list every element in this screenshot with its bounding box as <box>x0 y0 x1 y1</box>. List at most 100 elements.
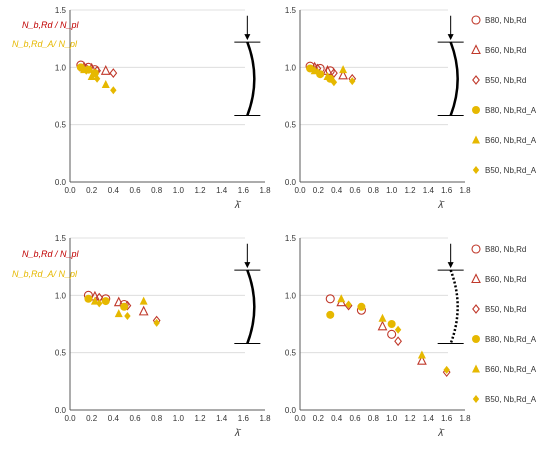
column-icon <box>234 15 261 116</box>
data-point <box>153 318 160 327</box>
x-tick-label: 1.0 <box>173 414 185 423</box>
x-tick-label: 0.8 <box>368 414 380 423</box>
legend-marker <box>471 44 481 55</box>
data-point <box>96 299 103 308</box>
x-tick-label: 1.0 <box>386 186 398 195</box>
x-tick-label: 0.0 <box>294 186 306 195</box>
data-point <box>101 80 110 89</box>
data-point <box>417 354 427 365</box>
x-tick-label: 1.8 <box>259 186 271 195</box>
data-point <box>138 305 149 316</box>
data-point <box>124 311 131 320</box>
legend-label: B80, Nb,Rd <box>485 245 526 254</box>
legend-label: B50, Nb,Rd_A <box>485 166 537 175</box>
x-axis-label: λ̄ <box>234 428 242 439</box>
data-point <box>349 77 356 86</box>
panel-top-right: 0.0 0.5 1.0 1.5 0.0 0.2 0.4 0.6 0.8 1.0 1.2 1.4 1.6 1… <box>285 6 471 211</box>
data-point <box>109 68 118 78</box>
ylabel-bottom-red: N_b,Rd / N_pl <box>22 249 80 259</box>
legend-marker <box>471 15 481 25</box>
x-tick-label: 1.2 <box>404 186 416 195</box>
legend-label: B60, Nb,Rd_A <box>485 365 537 374</box>
y-tick-label: 0.5 <box>285 349 297 358</box>
x-tick-label: 0.8 <box>151 414 163 423</box>
data-point <box>100 65 111 75</box>
legend: B80, Nb,Rd B60, Nb,Rd B50, Nb,Rd B80, Nb,Rd… <box>471 15 537 404</box>
x-tick-label: 1.0 <box>173 186 185 195</box>
legend-marker <box>472 304 480 314</box>
y-tick-label: 0.0 <box>285 178 297 187</box>
data-point <box>417 350 426 359</box>
legend-label: B50, Nb,Rd_A <box>485 395 537 404</box>
legend-marker <box>472 395 480 403</box>
column-icon <box>437 15 464 116</box>
x-tick-label: 0.6 <box>129 186 141 195</box>
buckled-column <box>246 41 256 116</box>
x-axis-label: λ̄ <box>437 428 445 439</box>
load-arrowhead <box>244 262 251 269</box>
y-axis-labels: N_b,Rd / N_pl N_b,Rd_A/ N_pl N_b,Rd / N_… <box>12 20 80 279</box>
y-tick-label: 0.0 <box>285 406 297 415</box>
legend-marker <box>472 75 480 85</box>
legend-marker <box>472 166 480 174</box>
y-tick-label: 0.5 <box>55 349 67 358</box>
data-point <box>394 336 402 347</box>
legend-label: B60, Nb,Rd <box>485 46 526 55</box>
chart-panels: 0.0 0.5 1.0 1.5 0.0 0.2 0.4 0.6 0.8 1.0 1.2 1.4 1.6 1… <box>55 6 471 439</box>
legend-marker <box>471 244 481 254</box>
data-point <box>101 297 110 306</box>
buckled-column <box>246 269 256 344</box>
data-point <box>110 86 117 95</box>
y-tick-label: 0.5 <box>285 121 297 130</box>
x-tick-label: 1.6 <box>441 414 453 423</box>
x-tick-label: 1.2 <box>404 414 416 423</box>
load-arrowhead <box>244 34 251 41</box>
data-point <box>345 300 352 309</box>
x-tick-label: 1.6 <box>441 186 453 195</box>
x-tick-label: 1.4 <box>216 414 228 423</box>
x-axis-label: λ̄ <box>437 200 445 211</box>
data-point <box>387 320 396 328</box>
y-tick-label: 0.0 <box>55 178 67 187</box>
x-tick-label: 0.6 <box>349 186 361 195</box>
data-point <box>83 66 90 75</box>
panel-bottom-right: 0.0 0.5 1.0 1.5 0.0 0.2 0.4 0.6 0.8 1.0 1.2 1.4 1.6 1… <box>285 234 471 439</box>
buckled-column <box>449 269 459 344</box>
y-tick-label: 0.0 <box>55 406 67 415</box>
legend-label: B80, Nb,Rd_A <box>485 335 537 344</box>
data-point <box>120 302 129 311</box>
legend-marker <box>472 106 480 114</box>
x-tick-label: 0.2 <box>313 414 325 423</box>
x-tick-label: 0.4 <box>331 414 343 423</box>
data-point <box>114 309 123 318</box>
panel-bottom-left: 0.0 0.5 1.0 1.5 0.0 0.2 0.4 0.6 0.8 1.0 1.2 1.4 1.6 1… <box>55 234 271 439</box>
data-point <box>387 329 397 339</box>
x-tick-label: 0.6 <box>129 414 141 423</box>
data-point <box>377 320 388 331</box>
legend-label: B60, Nb,Rd <box>485 275 526 284</box>
x-tick-label: 0.8 <box>368 186 380 195</box>
y-tick-label: 1.0 <box>285 63 297 72</box>
x-tick-label: 0.2 <box>86 186 98 195</box>
x-tick-label: 1.4 <box>423 414 435 423</box>
data-point <box>139 296 148 305</box>
x-tick-label: 1.8 <box>259 414 271 423</box>
legend-marker <box>472 335 480 343</box>
ylabel-top-red: N_b,Rd / N_pl <box>22 20 80 30</box>
x-tick-label: 0.4 <box>331 186 343 195</box>
data-point <box>330 78 338 87</box>
x-tick-label: 0.4 <box>108 186 120 195</box>
data-point <box>314 67 321 76</box>
data-point <box>394 325 402 334</box>
legend-label: B80, Nb,Rd_A <box>485 106 537 115</box>
load-arrowhead <box>447 34 454 41</box>
data-point <box>93 74 101 83</box>
x-tick-label: 0.8 <box>151 186 163 195</box>
ylabel-bottom-gold: N_b,Rd_A/ N_pl <box>12 269 78 279</box>
data-point <box>84 294 93 303</box>
legend-label: B50, Nb,Rd <box>485 305 526 314</box>
data-point <box>337 294 346 303</box>
data-point <box>378 313 387 322</box>
legend-marker <box>472 364 480 373</box>
